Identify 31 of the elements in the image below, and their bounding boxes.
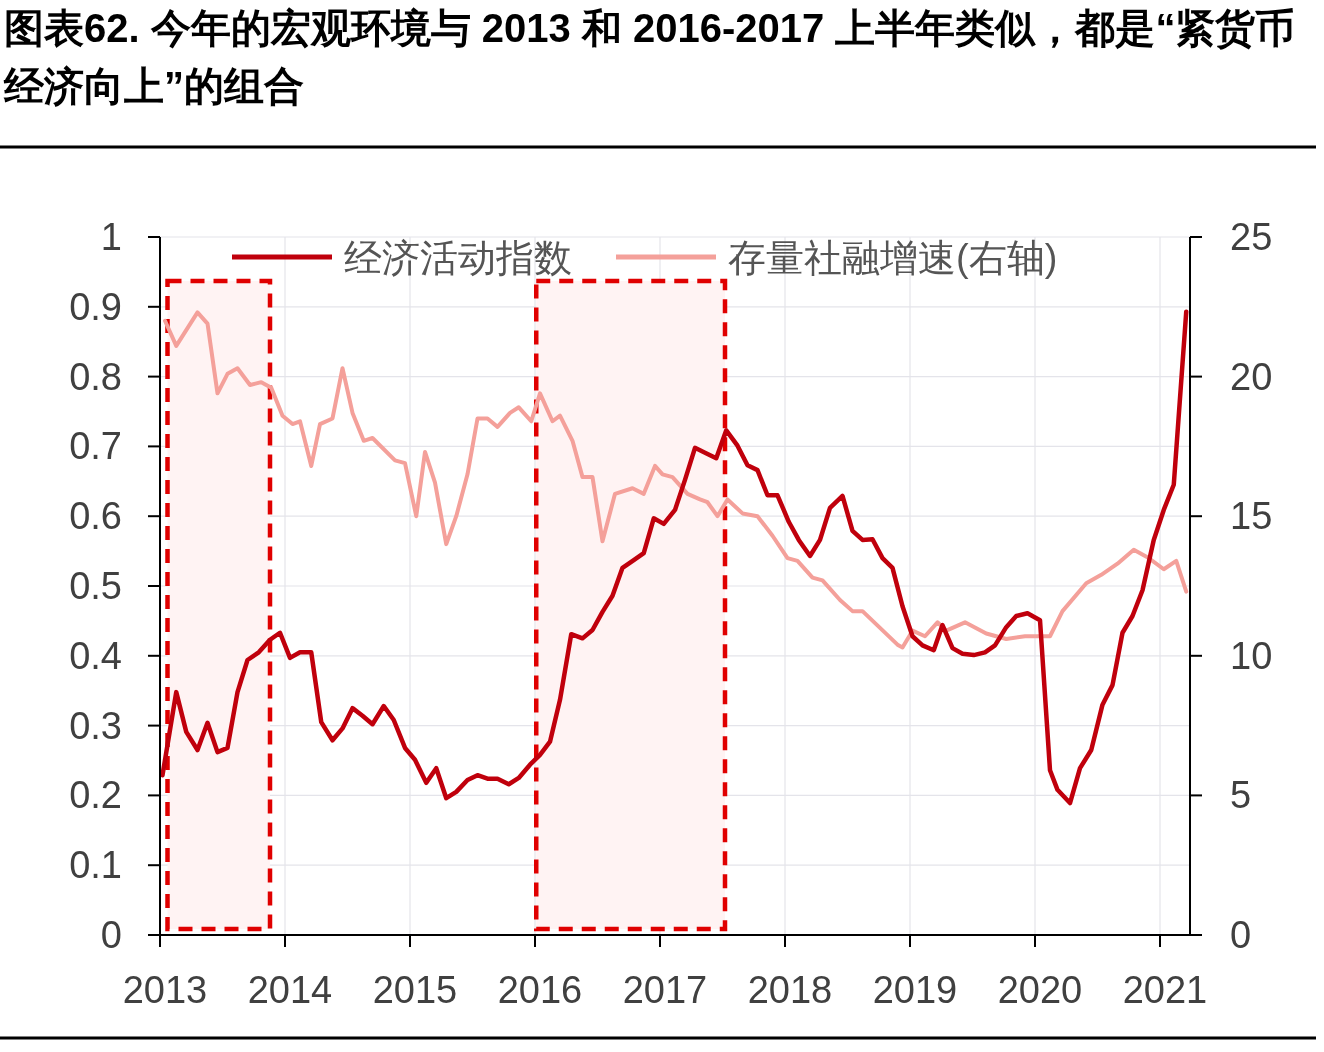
y2-tick-label: 20 <box>1230 355 1273 398</box>
x-tick-label: 2019 <box>872 969 958 1011</box>
chart-title: 图表62. 今年的宏观环境与 2013 和 2016-2017 上半年类似，都是“紧货币经济向上”的组合 <box>3 6 1296 108</box>
y-tick-label: 0.5 <box>69 565 122 607</box>
y-tick-label: 0.9 <box>69 285 122 328</box>
x-tick-label: 2018 <box>747 969 833 1011</box>
x-tick-label: 2016 <box>497 969 583 1011</box>
y-tick-label: 0 <box>100 914 122 956</box>
y2-tick-label: 15 <box>1230 495 1273 538</box>
y-tick-label: 0.8 <box>69 355 122 398</box>
y2-tick-label: 10 <box>1230 634 1273 677</box>
y-tick-label: 0.2 <box>69 774 122 817</box>
y-tick-label: 0.6 <box>69 495 122 538</box>
y-tick-label: 0.3 <box>69 704 122 747</box>
legend-label: 存量社融增速(右轴) <box>728 237 1058 279</box>
x-tick-label: 2014 <box>247 969 333 1011</box>
y2-tick-label: 25 <box>1230 216 1273 258</box>
y-tick-label: 0.4 <box>69 634 122 677</box>
y2-tick-label: 0 <box>1230 914 1252 956</box>
x-tick-label: 2021 <box>1122 969 1208 1011</box>
x-tick-label: 2015 <box>372 969 458 1011</box>
x-tick-label: 2013 <box>122 969 208 1011</box>
line-series <box>160 309 1189 806</box>
x-tick-label: 2017 <box>622 969 708 1011</box>
line-series <box>163 310 1189 650</box>
y2-tick-label: 5 <box>1230 774 1252 817</box>
y-tick-label: 0.1 <box>69 844 122 887</box>
y-tick-label: 0.7 <box>69 425 122 468</box>
x-tick-label: 2020 <box>997 969 1083 1011</box>
y-tick-label: 1 <box>100 216 122 258</box>
legend-label: 经济活动指数 <box>344 237 572 279</box>
